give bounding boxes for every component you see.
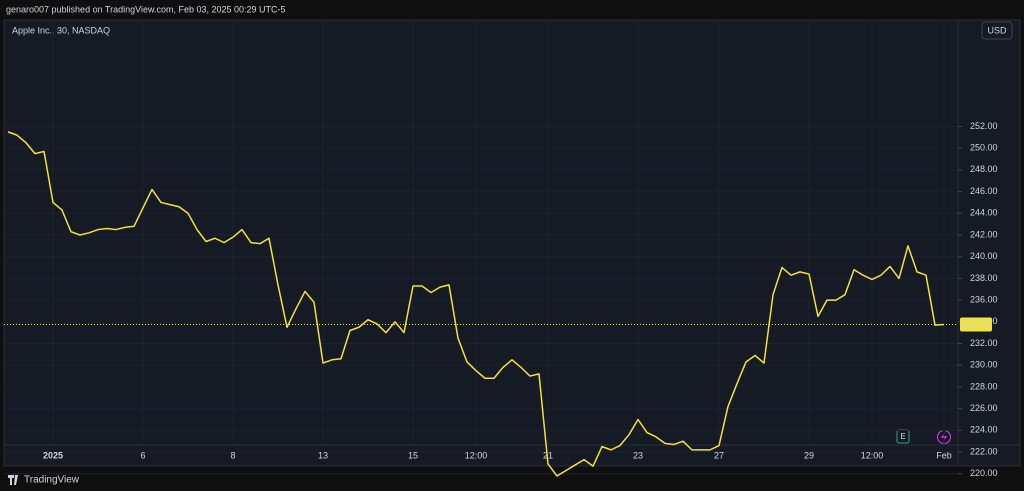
y-tick-label: 240.00 [970,251,998,261]
currency[interactable]: USD [987,25,1007,35]
y-tick-label: 218.00 [970,490,998,491]
y-tick-label: 226.00 [970,403,998,413]
y-tick-label: 242.00 [970,229,998,239]
y-tick-label: 248.00 [970,164,998,174]
grid [4,20,958,475]
chart-title: Apple Inc., 30, NASDAQ [12,25,110,35]
x-tick-label: 21 [543,450,553,460]
y-tick-label: 224.00 [970,425,998,435]
x-tick-label: 12:00 [861,450,884,460]
y-tick-label: 236.00 [970,294,998,304]
last-price-label: 233.75 [962,319,990,329]
x-tick-label: 29 [804,450,814,460]
y-tick-label: 246.00 [970,186,998,196]
y-tick-label: 230.00 [970,360,998,370]
chart-panel [3,19,1021,467]
x-tick-label: 15 [408,450,418,460]
x-tick-label: 8 [230,450,235,460]
y-tick-label: 220.00 [970,468,998,478]
y-tick-label: 244.00 [970,208,998,218]
x-tick-label: Feb [936,450,952,460]
header-text: genaro007 published on TradingView.com, … [6,4,286,14]
x-tick-label: 13 [318,450,328,460]
y-tick-label: 238.00 [970,273,998,283]
price-line [7,131,945,477]
logo [8,475,18,485]
y-tick-label: 252.00 [970,121,998,131]
y-tick-label: 250.00 [970,143,998,153]
footer: TradingView [8,475,80,486]
currency-box[interactable] [981,21,1013,40]
x-tick-label: 6 [140,450,145,460]
x-tick-label: 2025 [43,450,63,460]
y-tick-label: 232.00 [970,338,998,348]
brand: TradingView [24,475,80,486]
x-tick-label: 23 [633,450,643,460]
y-tick-label: 228.00 [970,381,998,391]
last-price-box [960,317,992,332]
x-tick-label: 12:00 [465,450,488,460]
y-tick-label: 222.00 [970,446,998,456]
earnings-label[interactable]: E [900,432,905,441]
x-tick-label: 27 [714,450,724,460]
